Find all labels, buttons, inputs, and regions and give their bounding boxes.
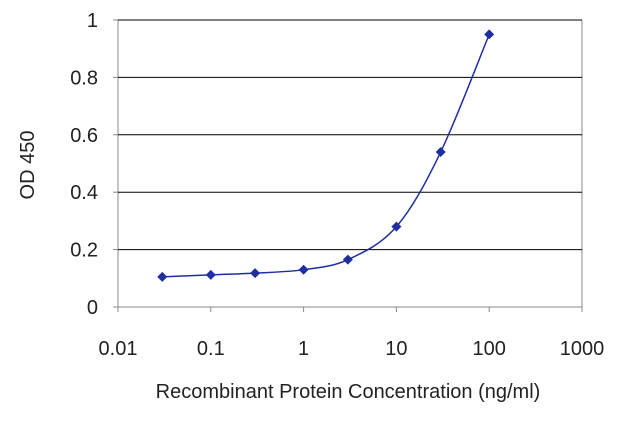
y-tick-label: 0.2 <box>70 240 98 262</box>
gridlines <box>118 19 582 251</box>
x-tick-labels: 0.01 0.1 1 10 100 1000 <box>99 338 605 360</box>
data-point <box>205 269 216 280</box>
data-point <box>298 264 309 275</box>
y-axis-title: OD 450 <box>17 131 39 200</box>
y-tick-label: 0.6 <box>70 125 98 147</box>
y-tick-label: 0.4 <box>70 182 98 204</box>
data-point <box>250 268 261 279</box>
x-axis-title: Recombinant Protein Concentration (ng/ml… <box>156 381 541 403</box>
data-point <box>435 147 446 158</box>
data-point <box>484 29 495 40</box>
y-tick-label: 0.8 <box>70 67 98 89</box>
y-tick-label: 0 <box>87 297 98 319</box>
data-point <box>342 254 353 265</box>
y-tick-labels: 0 0.2 0.4 0.6 0.8 1 <box>70 10 98 319</box>
x-tick-label: 100 <box>473 338 506 360</box>
x-tick-label: 0.01 <box>99 338 138 360</box>
plot-frame <box>113 19 583 312</box>
x-tick-label: 1 <box>298 338 309 360</box>
data-point <box>391 221 402 232</box>
series-layer <box>157 29 495 282</box>
x-tick-label: 10 <box>385 338 407 360</box>
y-tick-label: 1 <box>87 10 98 32</box>
x-tick-label: 1000 <box>560 338 605 360</box>
x-tick-label: 0.1 <box>197 338 225 360</box>
data-point <box>157 271 168 282</box>
